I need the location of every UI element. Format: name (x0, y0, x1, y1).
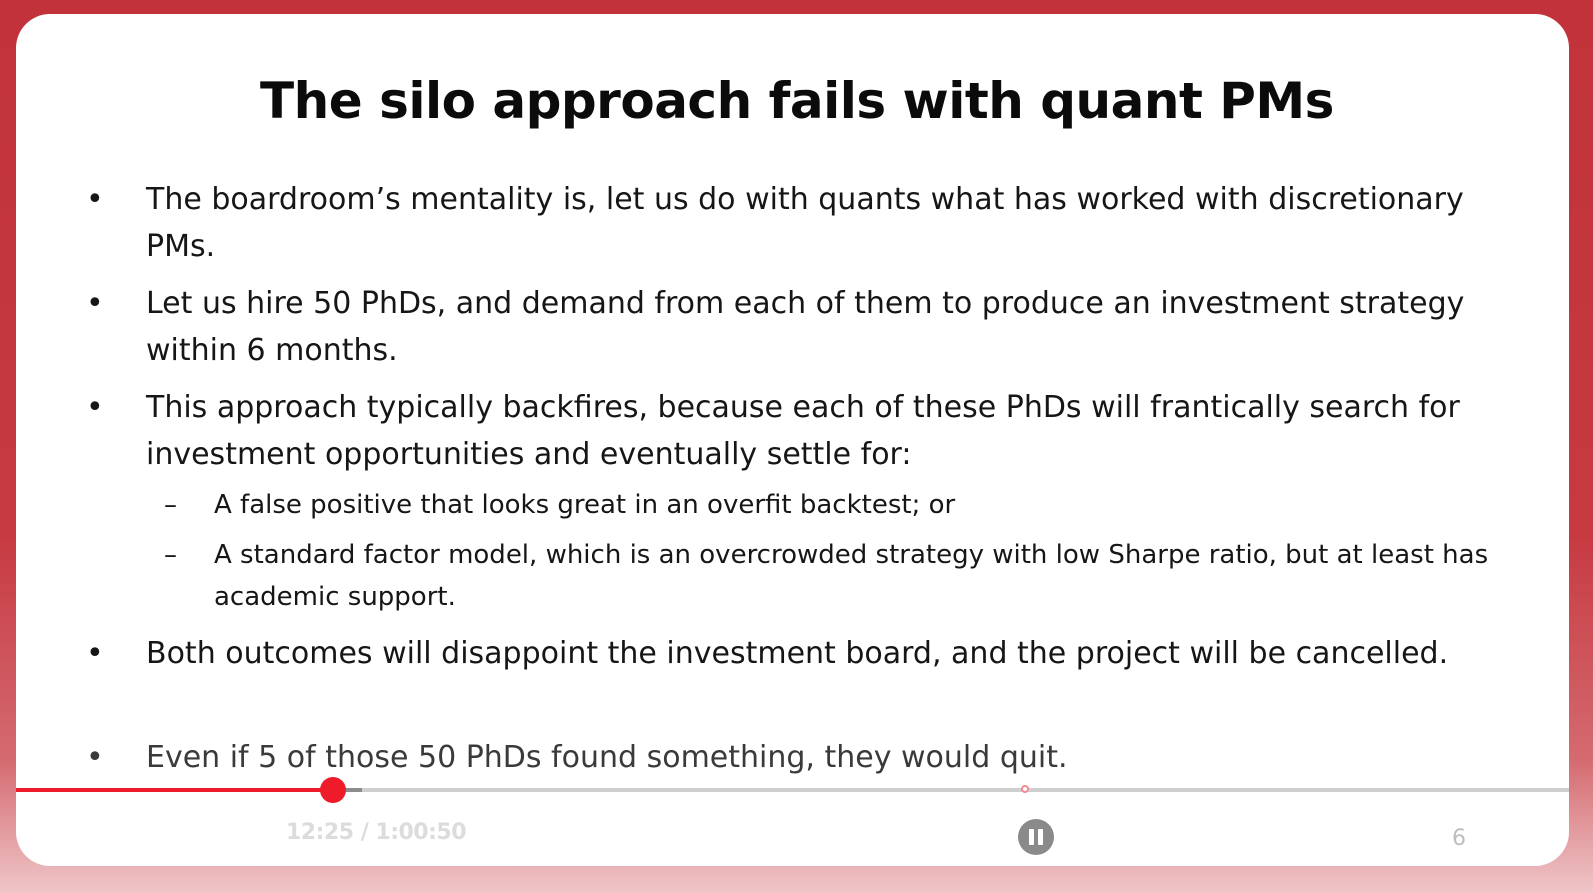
bullet-item: • Both outcomes will disappoint the inve… (86, 630, 1506, 677)
bullet-item: • Even if 5 of those 50 PhDs found somet… (86, 734, 1506, 781)
sub-bullet-dash: – (164, 540, 177, 570)
bullet-text: Even if 5 of those 50 PhDs found somethi… (146, 740, 1068, 775)
bullet-dot: • (86, 182, 104, 217)
bullet-text: Both outcomes will disappoint the invest… (146, 636, 1449, 671)
chapter-marker[interactable] (1021, 785, 1029, 793)
bullet-text: This approach typically backfires, becau… (146, 390, 1460, 472)
bullet-dot: • (86, 390, 104, 425)
sub-bullet-item: – A standard factor model, which is an o… (164, 534, 1494, 618)
bullet-list: • The boardroom’s mentality is, let us d… (16, 14, 1569, 866)
sub-bullet-dash: – (164, 490, 177, 520)
bullet-text: Let us hire 50 PhDs, and demand from eac… (146, 286, 1465, 368)
pause-icon (1029, 829, 1034, 845)
bullet-item: • The boardroom’s mentality is, let us d… (86, 176, 1506, 270)
sub-bullet-text: A false positive that looks great in an … (214, 490, 956, 520)
bullet-text: The boardroom’s mentality is, let us do … (146, 182, 1464, 264)
bullet-item: • This approach typically backfires, bec… (86, 384, 1506, 478)
bullet-dot: • (86, 740, 104, 775)
slide-page-number: 6 (1452, 826, 1466, 851)
sub-bullet-text: A standard factor model, which is an ove… (214, 540, 1489, 612)
sub-bullet-item: – A false positive that looks great in a… (164, 484, 1494, 526)
time-display: 12:25 / 1:00:50 (286, 820, 467, 845)
video-progress-bar[interactable] (16, 777, 1569, 803)
pause-button[interactable] (1018, 819, 1054, 855)
slide-title: The silo approach fails with quant PMs (260, 72, 1334, 130)
bullet-dot: • (86, 286, 104, 321)
slide-frame: The silo approach fails with quant PMs •… (16, 14, 1569, 866)
pause-icon (1038, 829, 1043, 845)
bullet-item: • Let us hire 50 PhDs, and demand from e… (86, 280, 1506, 374)
bullet-dot: • (86, 636, 104, 671)
progress-scrubber-handle[interactable] (320, 777, 346, 803)
progress-played (16, 788, 333, 792)
